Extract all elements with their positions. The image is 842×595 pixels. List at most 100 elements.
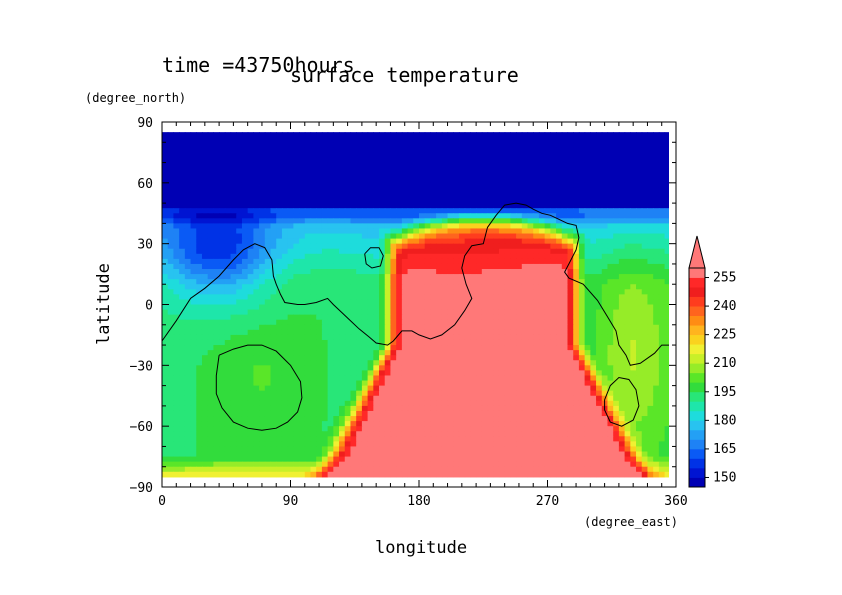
heatmap-cell bbox=[436, 167, 443, 174]
heatmap-cell bbox=[556, 299, 563, 306]
heatmap-cell bbox=[653, 350, 660, 356]
heatmap-cell bbox=[384, 182, 392, 189]
heatmap-cell bbox=[299, 269, 306, 275]
heatmap-cell bbox=[224, 345, 232, 351]
heatmap-cell bbox=[561, 243, 569, 250]
heatmap-cell bbox=[179, 157, 186, 164]
heatmap-cell bbox=[281, 385, 289, 392]
heatmap-cell bbox=[441, 385, 449, 392]
heatmap-cell bbox=[578, 370, 586, 377]
heatmap-cell bbox=[173, 385, 180, 392]
heatmap-cell bbox=[538, 238, 546, 245]
heatmap-cell bbox=[390, 334, 397, 341]
heatmap-cell bbox=[493, 132, 500, 138]
heatmap-cell bbox=[413, 182, 420, 189]
heatmap-cell bbox=[538, 360, 546, 366]
heatmap-cell bbox=[533, 177, 540, 184]
heatmap-cell bbox=[641, 385, 649, 392]
heatmap-cell bbox=[573, 370, 580, 377]
heatmap-cell bbox=[270, 304, 277, 311]
heatmap-cell bbox=[276, 182, 283, 189]
heatmap-cell bbox=[510, 309, 517, 316]
heatmap-cell bbox=[476, 187, 483, 194]
heatmap-cell bbox=[538, 218, 546, 224]
heatmap-cell bbox=[653, 289, 660, 295]
heatmap-cell bbox=[504, 380, 511, 387]
heatmap-cell bbox=[396, 223, 403, 230]
heatmap-cell bbox=[401, 380, 409, 387]
heatmap-cell bbox=[350, 137, 357, 143]
heatmap-cell bbox=[367, 345, 374, 351]
heatmap-cell bbox=[476, 142, 483, 148]
heatmap-cell bbox=[430, 395, 437, 402]
heatmap-cell bbox=[590, 177, 597, 184]
heatmap-cell bbox=[424, 375, 432, 382]
heatmap-cell bbox=[184, 350, 192, 356]
heatmap-cell bbox=[493, 329, 500, 336]
heatmap-cell bbox=[424, 385, 432, 392]
heatmap-cell bbox=[213, 289, 220, 295]
heatmap-cell bbox=[607, 324, 614, 331]
heatmap-cell bbox=[664, 375, 669, 382]
heatmap-cell bbox=[550, 263, 557, 270]
heatmap-cell bbox=[573, 258, 580, 265]
heatmap-cell bbox=[647, 152, 654, 159]
heatmap-cell bbox=[413, 157, 420, 164]
heatmap-cell bbox=[521, 218, 529, 224]
heatmap-cell bbox=[190, 162, 197, 169]
heatmap-cell bbox=[533, 380, 540, 387]
heatmap-cell bbox=[333, 319, 340, 326]
heatmap-cell bbox=[561, 157, 569, 164]
heatmap-cell bbox=[544, 147, 551, 154]
heatmap-cell bbox=[424, 405, 432, 412]
heatmap-cell bbox=[664, 203, 669, 209]
heatmap-cell bbox=[230, 198, 237, 204]
heatmap-cell bbox=[447, 304, 454, 311]
heatmap-cell bbox=[584, 375, 591, 382]
heatmap-cell bbox=[344, 350, 352, 356]
heatmap-cell bbox=[281, 203, 289, 209]
heatmap-cell bbox=[162, 334, 169, 341]
heatmap-cell bbox=[464, 304, 471, 311]
heatmap-cell bbox=[167, 233, 175, 240]
heatmap-cell bbox=[344, 339, 352, 346]
heatmap-cell bbox=[162, 243, 169, 250]
heatmap-cell bbox=[476, 304, 483, 311]
heatmap-cell bbox=[624, 152, 631, 159]
heatmap-cell bbox=[653, 162, 660, 169]
heatmap-cell bbox=[224, 319, 232, 326]
heatmap-cell bbox=[424, 284, 432, 290]
heatmap-cell bbox=[436, 218, 443, 224]
heatmap-cell bbox=[287, 360, 294, 366]
heatmap-cell bbox=[578, 137, 586, 143]
heatmap-cell bbox=[550, 324, 557, 331]
heatmap-cell bbox=[304, 279, 312, 285]
heatmap-cell bbox=[167, 304, 175, 311]
heatmap-cell bbox=[350, 132, 357, 138]
heatmap-cell bbox=[641, 198, 649, 204]
heatmap-cell bbox=[567, 137, 574, 143]
heatmap-cell bbox=[361, 213, 369, 219]
heatmap-cell bbox=[253, 253, 260, 260]
heatmap-cell bbox=[636, 365, 643, 371]
heatmap-cell bbox=[424, 142, 432, 148]
heatmap-cell bbox=[556, 390, 563, 397]
heatmap-cell bbox=[167, 365, 175, 371]
heatmap-cell bbox=[447, 395, 454, 402]
heatmap-cell bbox=[179, 395, 186, 402]
heatmap-cell bbox=[481, 162, 489, 169]
heatmap-cell bbox=[367, 213, 374, 219]
heatmap-cell bbox=[556, 334, 563, 341]
heatmap-cell bbox=[367, 157, 374, 164]
heatmap-cell bbox=[607, 294, 614, 301]
heatmap-cell bbox=[287, 228, 294, 235]
heatmap-cell bbox=[493, 365, 500, 371]
heatmap-cell bbox=[590, 238, 597, 245]
heatmap-cell bbox=[167, 253, 175, 260]
heatmap-cell bbox=[641, 319, 649, 326]
heatmap-cell bbox=[207, 360, 214, 366]
heatmap-cell bbox=[384, 329, 392, 336]
heatmap-cell bbox=[430, 258, 437, 265]
heatmap-cell bbox=[201, 319, 209, 326]
heatmap-cell bbox=[299, 182, 306, 189]
